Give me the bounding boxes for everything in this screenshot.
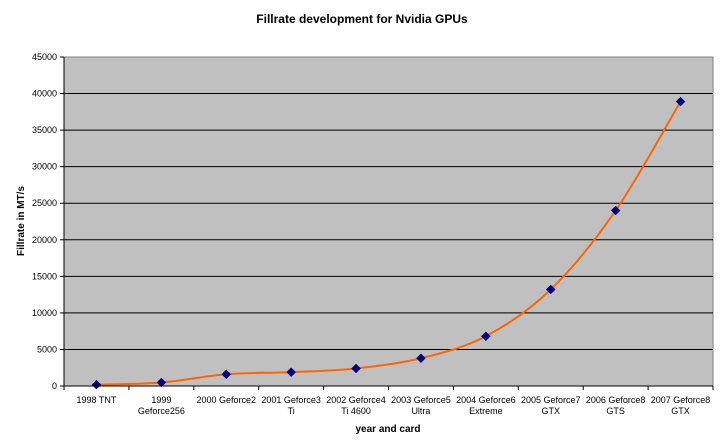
x-tick-label: GTX — [671, 406, 690, 416]
x-tick-label: 2000 Geforce2 — [196, 395, 256, 405]
x-tick-label: 2001 Geforce3 — [261, 395, 321, 405]
y-tick-label: 35000 — [32, 125, 57, 135]
x-tick-label: GTS — [606, 406, 625, 416]
x-tick-label: Extreme — [469, 406, 503, 416]
plot-area — [63, 56, 714, 387]
data-point-marker — [610, 205, 621, 216]
y-axis-ticks: 0 5000 10000 15000 20000 25000 30000 35000 40000… — [32, 52, 64, 391]
x-tick-label: 1998 TNT — [77, 395, 117, 405]
x-tick-label: Geforce256 — [138, 406, 185, 416]
y-tick-label: 30000 — [32, 162, 57, 172]
x-tick-label: 2007 Geforce8 — [651, 395, 711, 405]
x-tick-label: 1999 — [151, 395, 171, 405]
x-tick-label: 2002 Geforce4 — [326, 395, 386, 405]
data-point-marker — [156, 377, 167, 388]
y-tick-label: 5000 — [37, 344, 57, 354]
series-line — [96, 101, 682, 386]
x-tick-label: Ti 4600 — [341, 406, 371, 416]
y-tick-label: 10000 — [32, 308, 57, 318]
y-axis-label: Fillrate in MT/s — [16, 186, 27, 256]
data-point-marker — [221, 369, 232, 380]
x-tick-label: 2005 Geforce7 — [521, 395, 581, 405]
data-point-marker — [675, 96, 686, 107]
data-point-marker — [351, 363, 361, 374]
y-tick-label: 40000 — [32, 89, 57, 99]
data-point-marker — [545, 284, 556, 295]
y-tick-label: 15000 — [32, 271, 57, 281]
data-point-marker — [480, 331, 491, 342]
chart-title: Fillrate development for Nvidia GPUs — [256, 12, 468, 26]
data-point-marker — [416, 353, 426, 364]
y-tick-label: 20000 — [32, 235, 57, 245]
x-axis-label: year and card — [355, 424, 420, 435]
x-tick-label: 2004 Geforce6 — [456, 395, 516, 405]
y-tick-label: 0 — [52, 381, 57, 391]
x-tick-label: 2006 Geforce8 — [586, 395, 646, 405]
x-tick-label: GTX — [541, 406, 560, 416]
x-tick-label: 2003 Geforce5 — [391, 395, 451, 405]
data-point-marker — [286, 367, 297, 377]
x-tick-label: Ti — [288, 406, 295, 416]
data-point-marker — [91, 379, 102, 390]
gridlines — [64, 93, 713, 350]
y-tick-label: 25000 — [32, 198, 57, 208]
y-tick-label: 45000 — [32, 52, 57, 62]
x-tick-label: Ultra — [411, 406, 430, 416]
series-layer — [91, 96, 686, 390]
